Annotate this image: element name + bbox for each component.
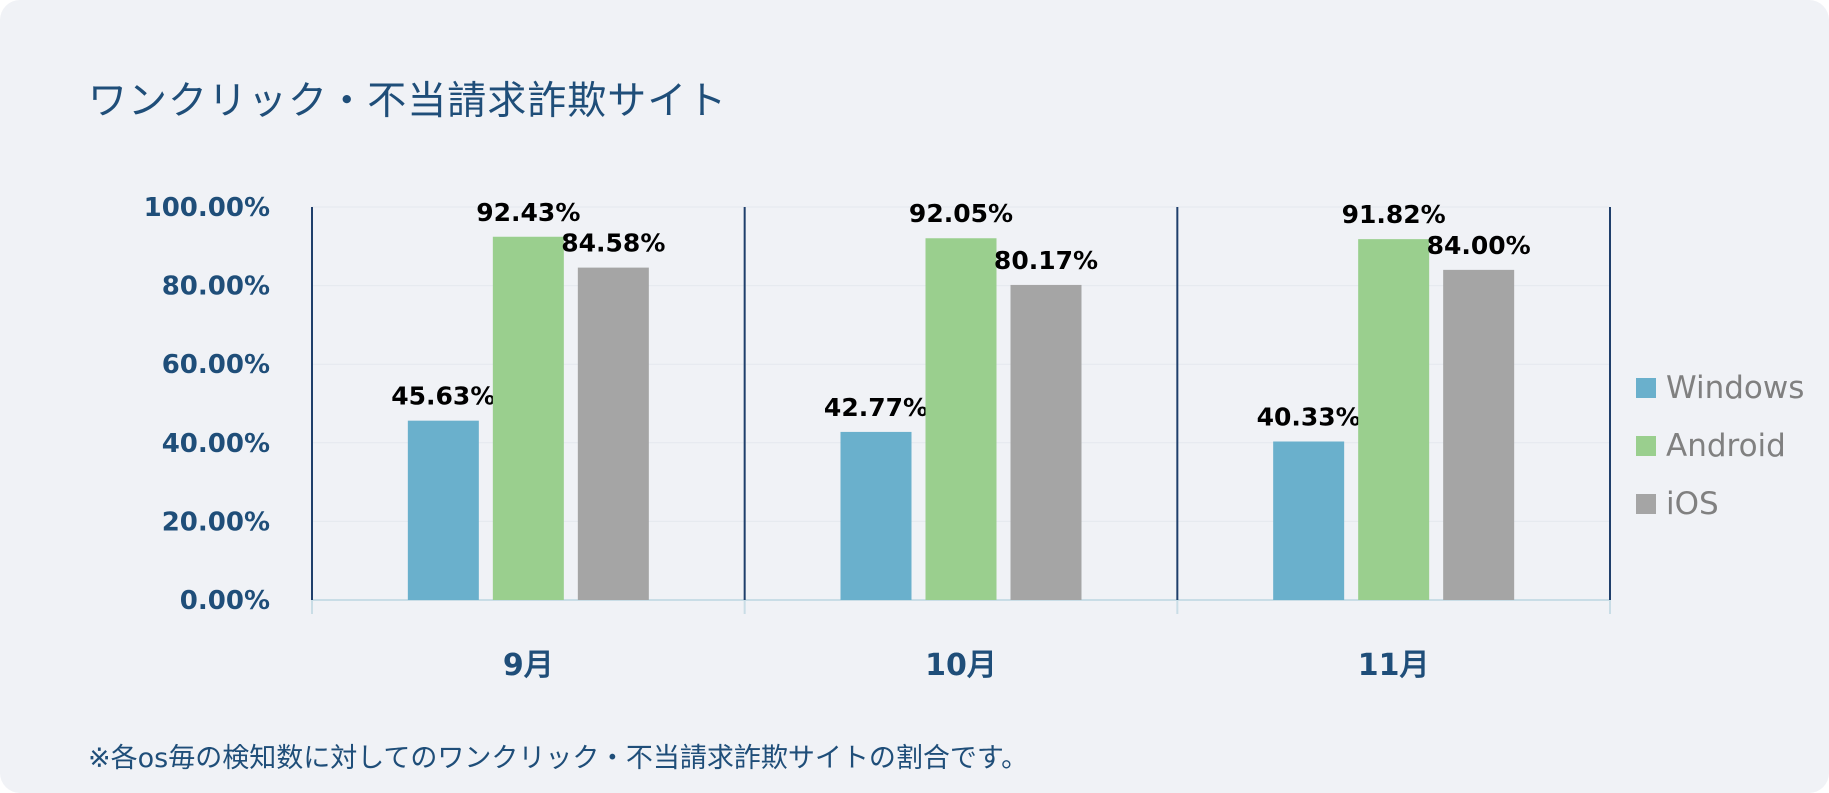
bar-android	[1358, 239, 1430, 600]
data-label: 45.63%	[391, 382, 495, 411]
legend-label-ios: iOS	[1666, 486, 1719, 522]
data-label: 84.00%	[1427, 231, 1531, 260]
y-tick-label: 0.00%	[180, 586, 270, 616]
y-tick-label: 20.00%	[162, 507, 270, 537]
legend-swatch-android	[1636, 436, 1656, 456]
bar-windows	[840, 431, 912, 600]
data-label: 42.77%	[824, 393, 928, 422]
bar-android	[492, 236, 564, 600]
y-tick-label: 100.00%	[144, 193, 270, 223]
x-category-label: 9月	[503, 648, 554, 683]
data-label: 40.33%	[1257, 403, 1361, 432]
x-category-label: 10月	[925, 648, 997, 683]
bar-ios	[577, 267, 649, 600]
data-label: 91.82%	[1342, 200, 1446, 229]
y-tick-label: 80.00%	[162, 272, 270, 302]
data-label: 80.17%	[994, 246, 1098, 275]
y-tick-label: 40.00%	[162, 429, 270, 459]
legend-label-android: Android	[1666, 428, 1786, 464]
bar-ios	[1010, 284, 1082, 600]
data-label: 84.58%	[561, 229, 665, 258]
bar-android	[925, 238, 997, 600]
legend-swatch-windows	[1636, 378, 1656, 398]
bar-windows	[407, 420, 479, 600]
data-label: 92.05%	[909, 199, 1013, 228]
legend-label-windows: Windows	[1666, 370, 1804, 406]
legend-swatch-ios	[1636, 494, 1656, 514]
bar-windows	[1273, 441, 1345, 600]
chart-title: ワンクリック・不当請求詐欺サイト	[88, 79, 728, 124]
footnote: ※各os毎の検知数に対してのワンクリック・不当請求詐欺サイトの割合です。	[88, 743, 1029, 774]
y-tick-label: 60.00%	[162, 350, 270, 380]
data-label: 92.43%	[476, 198, 580, 227]
x-category-label: 11月	[1358, 648, 1430, 683]
bar-ios	[1443, 269, 1515, 600]
